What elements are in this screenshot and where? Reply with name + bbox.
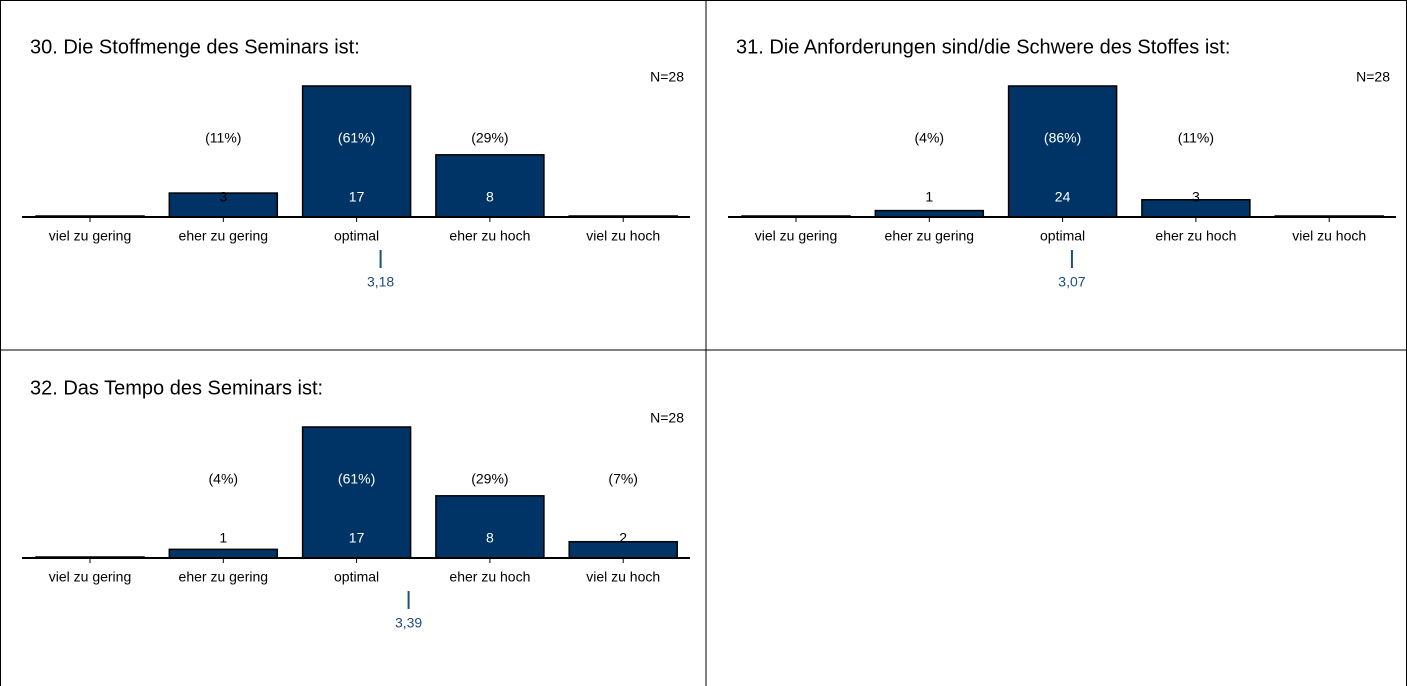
chart-title: 31. Die Anforderungen sind/die Schwere d… <box>736 36 1230 58</box>
chart: 30. Die Stoffmenge des Seminars ist: N=28… <box>22 36 690 290</box>
mean-label: 3,18 <box>367 274 394 290</box>
percent-label: (4%) <box>209 471 239 487</box>
x-tick-label: optimal <box>334 228 379 244</box>
mean-label: 3,07 <box>1058 274 1085 290</box>
annotation: N=28 <box>1356 69 1390 85</box>
percent-label: (61%) <box>338 471 375 487</box>
data-label: 1 <box>925 189 933 205</box>
percent-label: (61%) <box>338 130 375 146</box>
x-tick-label: viel zu hoch <box>1292 228 1366 244</box>
data-label: 3 <box>1192 189 1200 205</box>
percent-label: (11%) <box>205 130 241 146</box>
data-label: 2 <box>619 530 627 546</box>
x-tick-label: eher zu hoch <box>449 569 530 585</box>
bar <box>435 154 545 218</box>
data-label: 17 <box>349 530 365 546</box>
x-tick-label: optimal <box>334 569 379 585</box>
x-tick-label: eher zu gering <box>179 569 269 585</box>
annotation: N=28 <box>650 410 684 426</box>
data-label: 17 <box>349 189 365 205</box>
chart-title: 32. Das Tempo des Seminars ist: <box>30 377 323 399</box>
x-tick-label: eher zu gering <box>179 228 269 244</box>
percent-label: (11%) <box>1178 130 1214 146</box>
bar <box>301 426 412 559</box>
data-label: 1 <box>219 530 227 546</box>
x-tick-label: eher zu gering <box>885 228 975 244</box>
percent-label: (86%) <box>1044 130 1081 146</box>
chart-title: 30. Die Stoffmenge des Seminars ist: <box>30 36 360 58</box>
data-label: 8 <box>486 189 494 205</box>
bar <box>168 548 279 559</box>
data-label: 8 <box>486 530 494 546</box>
chart: 31. Die Anforderungen sind/die Schwere d… <box>728 36 1396 290</box>
x-tick-label: eher zu hoch <box>449 228 530 244</box>
x-tick-label: viel zu gering <box>49 569 132 585</box>
x-tick-label: viel zu hoch <box>586 569 660 585</box>
annotation: N=28 <box>650 69 684 85</box>
x-tick-label: viel zu gering <box>755 228 838 244</box>
percent-label: (29%) <box>471 471 508 487</box>
data-label: 24 <box>1055 189 1071 205</box>
data-label: 3 <box>219 189 227 205</box>
percent-label: (7%) <box>608 471 638 487</box>
x-tick-label: viel zu gering <box>49 228 132 244</box>
x-tick-label: eher zu hoch <box>1155 228 1236 244</box>
bar <box>435 495 545 559</box>
percent-label: (29%) <box>471 130 508 146</box>
x-tick-label: optimal <box>1040 228 1085 244</box>
chart: 32. Das Tempo des Seminars ist: N=28 viel … <box>22 377 690 631</box>
percent-label: (4%) <box>915 130 945 146</box>
x-tick-label: viel zu hoch <box>586 228 660 244</box>
mean-label: 3,39 <box>395 615 422 631</box>
